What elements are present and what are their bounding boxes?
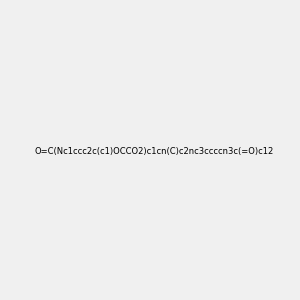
Text: O=C(Nc1ccc2c(c1)OCCO2)c1cn(C)c2nc3ccccn3c(=O)c12: O=C(Nc1ccc2c(c1)OCCO2)c1cn(C)c2nc3ccccn3… <box>34 147 273 156</box>
